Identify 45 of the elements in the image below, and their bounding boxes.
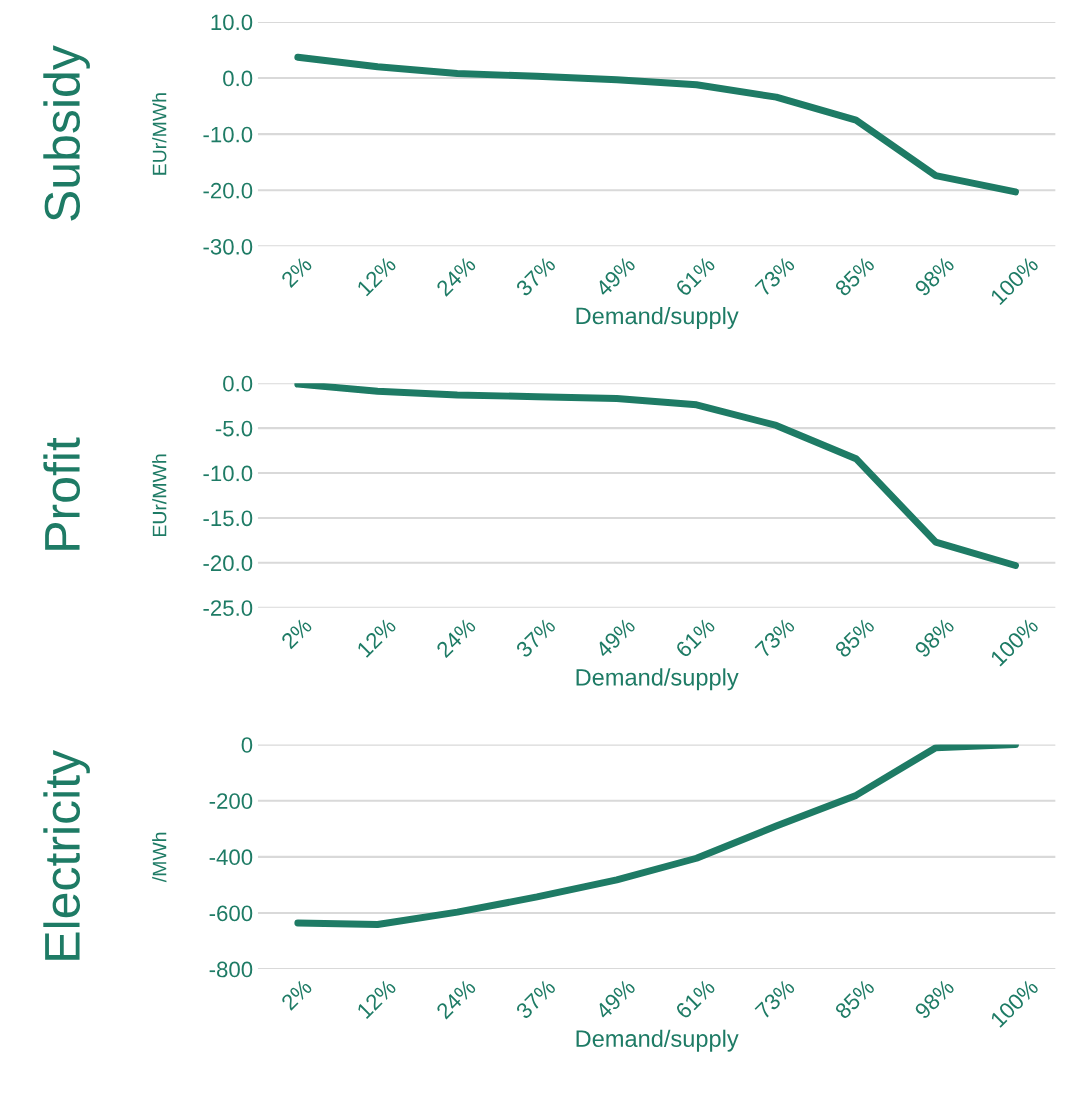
y-tick-label: -400 (209, 849, 253, 866)
y-tick-label: -200 (209, 793, 253, 809)
x-tick-label: 49% (594, 617, 637, 659)
y-tick-label: 0 (241, 737, 253, 753)
x-tick-label: 61% (674, 617, 716, 659)
y-tick-label: -20.0 (203, 555, 253, 572)
x-tick-label: 49% (594, 978, 637, 1021)
x-tick-label: 2% (280, 255, 313, 289)
x-tick-label: 2% (280, 978, 313, 1011)
x-tick-label: 85% (834, 617, 876, 659)
x-tick-label: 73% (754, 255, 796, 297)
y-tick-label: -10.0 (203, 465, 253, 482)
x-tick-label: 98% (913, 617, 956, 659)
y-axis-title: /MWh (152, 832, 167, 883)
y-tick-label: -5.0 (215, 420, 253, 437)
x-tick-label: 85% (834, 978, 876, 1020)
y-tick-label: -30.0 (203, 238, 253, 255)
y-tick-label: -20.0 (203, 182, 253, 199)
x-tick-label: 98% (913, 255, 956, 297)
y-tick-label: -800 (209, 961, 253, 978)
x-tick-label: 98% (913, 978, 956, 1020)
text: Electricity (43, 749, 90, 960)
x-tick-label: 61% (674, 978, 716, 1020)
text: Profit (43, 437, 81, 550)
y-axis-title: EUr/MWh (152, 93, 167, 175)
x-tick-label: 73% (754, 617, 796, 659)
y-tick-label: 0.0 (223, 70, 253, 87)
y-tick-label: -10.0 (203, 126, 253, 143)
y-tick-label: -15.0 (203, 510, 253, 527)
x-tick-label: 37% (515, 617, 557, 659)
y-tick-label: 10.0 (211, 14, 253, 31)
x-tick-label: 73% (754, 978, 796, 1020)
x-axis-title: Demand/supply (576, 668, 739, 691)
y-tick-label: -25.0 (203, 600, 253, 616)
x-tick-label: 61% (674, 255, 716, 297)
x-axis-title: Demand/supply (576, 306, 739, 329)
x-tick-label: 2% (280, 617, 313, 650)
x-tick-label: 37% (515, 978, 557, 1020)
x-tick-label: 85% (834, 255, 876, 298)
y-tick-label: 0.0 (223, 375, 253, 392)
x-axis-title: Demand/supply (576, 1029, 739, 1052)
x-tick-label: 49% (594, 255, 637, 298)
y-tick-label: -600 (209, 905, 253, 922)
y-axis-title: EUr/MWh (152, 454, 167, 537)
text: Subsidy (43, 45, 90, 221)
